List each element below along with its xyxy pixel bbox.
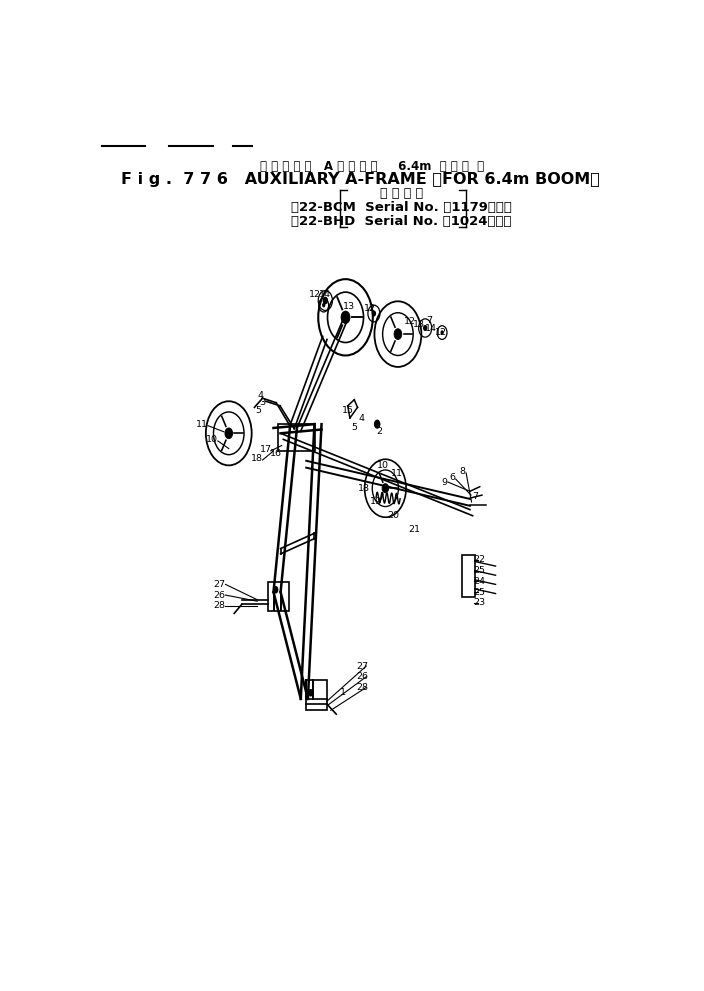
Text: 11: 11 xyxy=(196,419,208,429)
Text: 9: 9 xyxy=(441,478,447,487)
Text: 3: 3 xyxy=(260,398,265,407)
Circle shape xyxy=(423,325,427,331)
Text: 13: 13 xyxy=(413,320,425,329)
Text: 26: 26 xyxy=(356,672,368,681)
Text: 22: 22 xyxy=(474,556,486,565)
Circle shape xyxy=(372,310,376,316)
Text: 13: 13 xyxy=(343,302,355,311)
Text: 17: 17 xyxy=(260,445,272,454)
Circle shape xyxy=(308,689,313,697)
Circle shape xyxy=(273,586,278,594)
Circle shape xyxy=(382,484,389,493)
Text: 8: 8 xyxy=(459,467,465,476)
Circle shape xyxy=(225,428,232,439)
Text: 5: 5 xyxy=(351,423,357,432)
Text: 14: 14 xyxy=(320,290,332,299)
Circle shape xyxy=(341,311,350,323)
Text: 10: 10 xyxy=(206,435,218,444)
Text: 12: 12 xyxy=(434,328,446,337)
Text: （22-BCM  Serial No. （1179）～）: （22-BCM Serial No. （1179）～） xyxy=(291,201,512,214)
Text: 11: 11 xyxy=(391,470,403,479)
Text: 19: 19 xyxy=(370,497,382,506)
Text: 18: 18 xyxy=(358,484,370,493)
Circle shape xyxy=(322,303,325,307)
Text: 26: 26 xyxy=(213,591,225,600)
Text: 18: 18 xyxy=(251,454,263,463)
Text: 1: 1 xyxy=(340,688,346,698)
Text: 4: 4 xyxy=(258,390,263,399)
Text: 7: 7 xyxy=(472,493,479,501)
Text: 24: 24 xyxy=(474,577,486,586)
Text: 12: 12 xyxy=(404,317,416,326)
Text: 27: 27 xyxy=(356,662,368,671)
Text: オ キ ジ ア リ   A フ レ ー ム     6.4m  ブ ー ム  用: オ キ ジ ア リ A フ レ ー ム 6.4m ブ ー ム 用 xyxy=(260,160,484,172)
Text: 2: 2 xyxy=(377,427,382,436)
Circle shape xyxy=(374,419,380,429)
Text: 6: 6 xyxy=(449,473,455,482)
Text: 通 用 号 機: 通 用 号 機 xyxy=(380,187,423,200)
Text: 7: 7 xyxy=(427,316,432,325)
Text: 21: 21 xyxy=(408,525,420,534)
Text: 20: 20 xyxy=(387,511,400,520)
Text: 5: 5 xyxy=(256,406,262,415)
Text: 25: 25 xyxy=(474,588,486,597)
Text: 15: 15 xyxy=(341,406,353,415)
Text: 25: 25 xyxy=(474,566,486,575)
Circle shape xyxy=(322,296,328,304)
Text: 14: 14 xyxy=(425,323,436,333)
Text: 12: 12 xyxy=(308,290,320,299)
Text: F i g .  7 7 6   AUXILIARY A-FRAME （FOR 6.4m BOOM）: F i g . 7 7 6 AUXILIARY A-FRAME （FOR 6.4… xyxy=(121,172,601,187)
Text: 28: 28 xyxy=(356,683,368,692)
Text: 12: 12 xyxy=(363,303,375,313)
Text: （22-BHD  Serial No. （1024）～）: （22-BHD Serial No. （1024）～） xyxy=(291,215,512,228)
Text: 27: 27 xyxy=(213,580,225,589)
Circle shape xyxy=(394,329,402,340)
Text: 28: 28 xyxy=(213,602,225,610)
Text: 23: 23 xyxy=(474,599,486,607)
Circle shape xyxy=(441,330,444,335)
Text: 4: 4 xyxy=(359,414,365,423)
Text: 16: 16 xyxy=(270,449,282,458)
Text: 10: 10 xyxy=(377,461,389,470)
